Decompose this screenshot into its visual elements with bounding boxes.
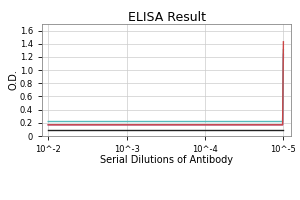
Control Antigen = 100ng	[46, 129, 50, 131]
Antigen= 100ng	[244, 124, 248, 126]
Antigen= 100ng	[46, 124, 50, 126]
Control Antigen = 100ng	[244, 129, 248, 131]
Antigen= 100ng	[260, 124, 263, 126]
Antigen= 50ng	[186, 120, 190, 123]
Title: ELISA Result: ELISA Result	[128, 11, 206, 24]
Antigen= 50ng	[282, 48, 285, 51]
Antigen= 100ng	[186, 124, 190, 126]
Antigen= 10ng	[282, 53, 285, 56]
Antigen= 10ng	[186, 124, 189, 126]
Antigen= 100ng	[190, 124, 194, 126]
Antigen= 10ng	[46, 124, 50, 126]
Control Antigen = 100ng	[190, 129, 194, 131]
X-axis label: Serial Dilutions of Antibody: Serial Dilutions of Antibody	[100, 155, 233, 165]
Antigen= 50ng	[260, 120, 263, 123]
Antigen= 100ng	[47, 124, 51, 126]
Antigen= 10ng	[47, 124, 51, 126]
Control Antigen = 100ng	[186, 129, 189, 131]
Antigen= 100ng	[186, 124, 189, 126]
Antigen= 50ng	[186, 120, 189, 123]
Line: Antigen= 50ng: Antigen= 50ng	[48, 50, 284, 122]
Antigen= 50ng	[46, 120, 50, 123]
Antigen= 100ng	[282, 41, 285, 43]
Antigen= 10ng	[186, 124, 190, 126]
Legend: Control Antigen = 100ng, Antigen= 10ng, Antigen= 50ng, Antigen= 100ng: Control Antigen = 100ng, Antigen= 10ng, …	[63, 198, 270, 200]
Antigen= 50ng	[190, 120, 194, 123]
Antigen= 10ng	[190, 124, 194, 126]
Control Antigen = 100ng	[282, 129, 285, 131]
Antigen= 50ng	[47, 120, 51, 123]
Line: Antigen= 100ng: Antigen= 100ng	[48, 42, 284, 125]
Antigen= 50ng	[244, 120, 248, 123]
Control Antigen = 100ng	[260, 129, 263, 131]
Control Antigen = 100ng	[47, 129, 51, 131]
Control Antigen = 100ng	[186, 129, 190, 131]
Line: Antigen= 10ng: Antigen= 10ng	[48, 54, 284, 125]
Antigen= 10ng	[244, 124, 248, 126]
Y-axis label: O.D.: O.D.	[8, 70, 18, 90]
Antigen= 10ng	[260, 124, 263, 126]
